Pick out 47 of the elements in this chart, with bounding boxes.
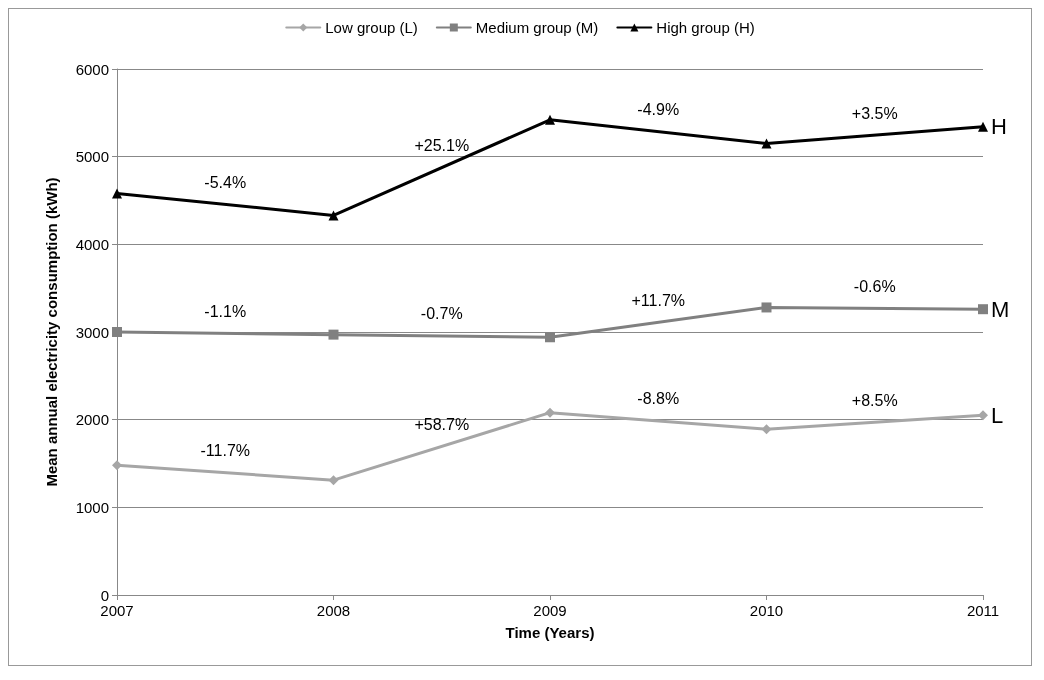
point — [978, 410, 988, 421]
annotation: -11.7% — [200, 442, 251, 460]
annotation: +3.5% — [851, 104, 898, 122]
legend-label: Low group (L) — [325, 19, 418, 36]
point — [112, 188, 122, 199]
legend-label: High group (H) — [656, 19, 755, 36]
annotation: -5.4% — [204, 173, 247, 191]
annotation: -8.8% — [637, 390, 680, 408]
point — [545, 332, 555, 343]
x-tick-label: 2010 — [749, 602, 784, 619]
point — [761, 424, 772, 435]
point — [978, 121, 988, 132]
point — [761, 138, 772, 149]
point — [328, 329, 339, 340]
annotation: +11.7% — [631, 291, 686, 309]
text: L — [991, 402, 1004, 428]
point — [112, 460, 122, 471]
annotation: -0.7% — [420, 305, 463, 323]
annotation: -4.9% — [637, 101, 680, 119]
y-tick-label: 3000 — [75, 323, 109, 341]
legend-label: Medium group (M) — [475, 19, 599, 36]
text: M — [991, 296, 1010, 322]
y-tick-label: 6000 — [75, 60, 109, 78]
point — [112, 327, 122, 337]
point — [761, 302, 772, 313]
point — [545, 114, 555, 125]
x-tick-label: 2009 — [533, 602, 567, 619]
annotation: -0.6% — [853, 277, 896, 295]
annotation: +25.1% — [414, 137, 470, 155]
annotation: -1.1% — [204, 302, 247, 320]
y-axis-title: Mean annual electricity consumption (kWh) — [43, 177, 60, 487]
x-axis-title: Time (Years) — [505, 624, 595, 641]
x-tick-label: 2007 — [100, 602, 134, 619]
y-tick-label: 1000 — [75, 498, 109, 516]
annotation: +8.5% — [851, 391, 898, 409]
annotation: +58.7% — [414, 415, 470, 433]
point — [328, 210, 339, 221]
y-tick-label: 5000 — [75, 148, 109, 166]
y-tick-label: 4000 — [75, 235, 109, 253]
point — [978, 304, 988, 315]
text: H — [991, 114, 1007, 140]
point — [545, 407, 555, 418]
x-tick-label: 2008 — [316, 602, 351, 619]
point — [328, 475, 339, 486]
y-tick-label: 2000 — [75, 411, 109, 429]
y-tick-label: 0 — [100, 586, 109, 604]
x-tick-label: 2011 — [966, 602, 1000, 619]
